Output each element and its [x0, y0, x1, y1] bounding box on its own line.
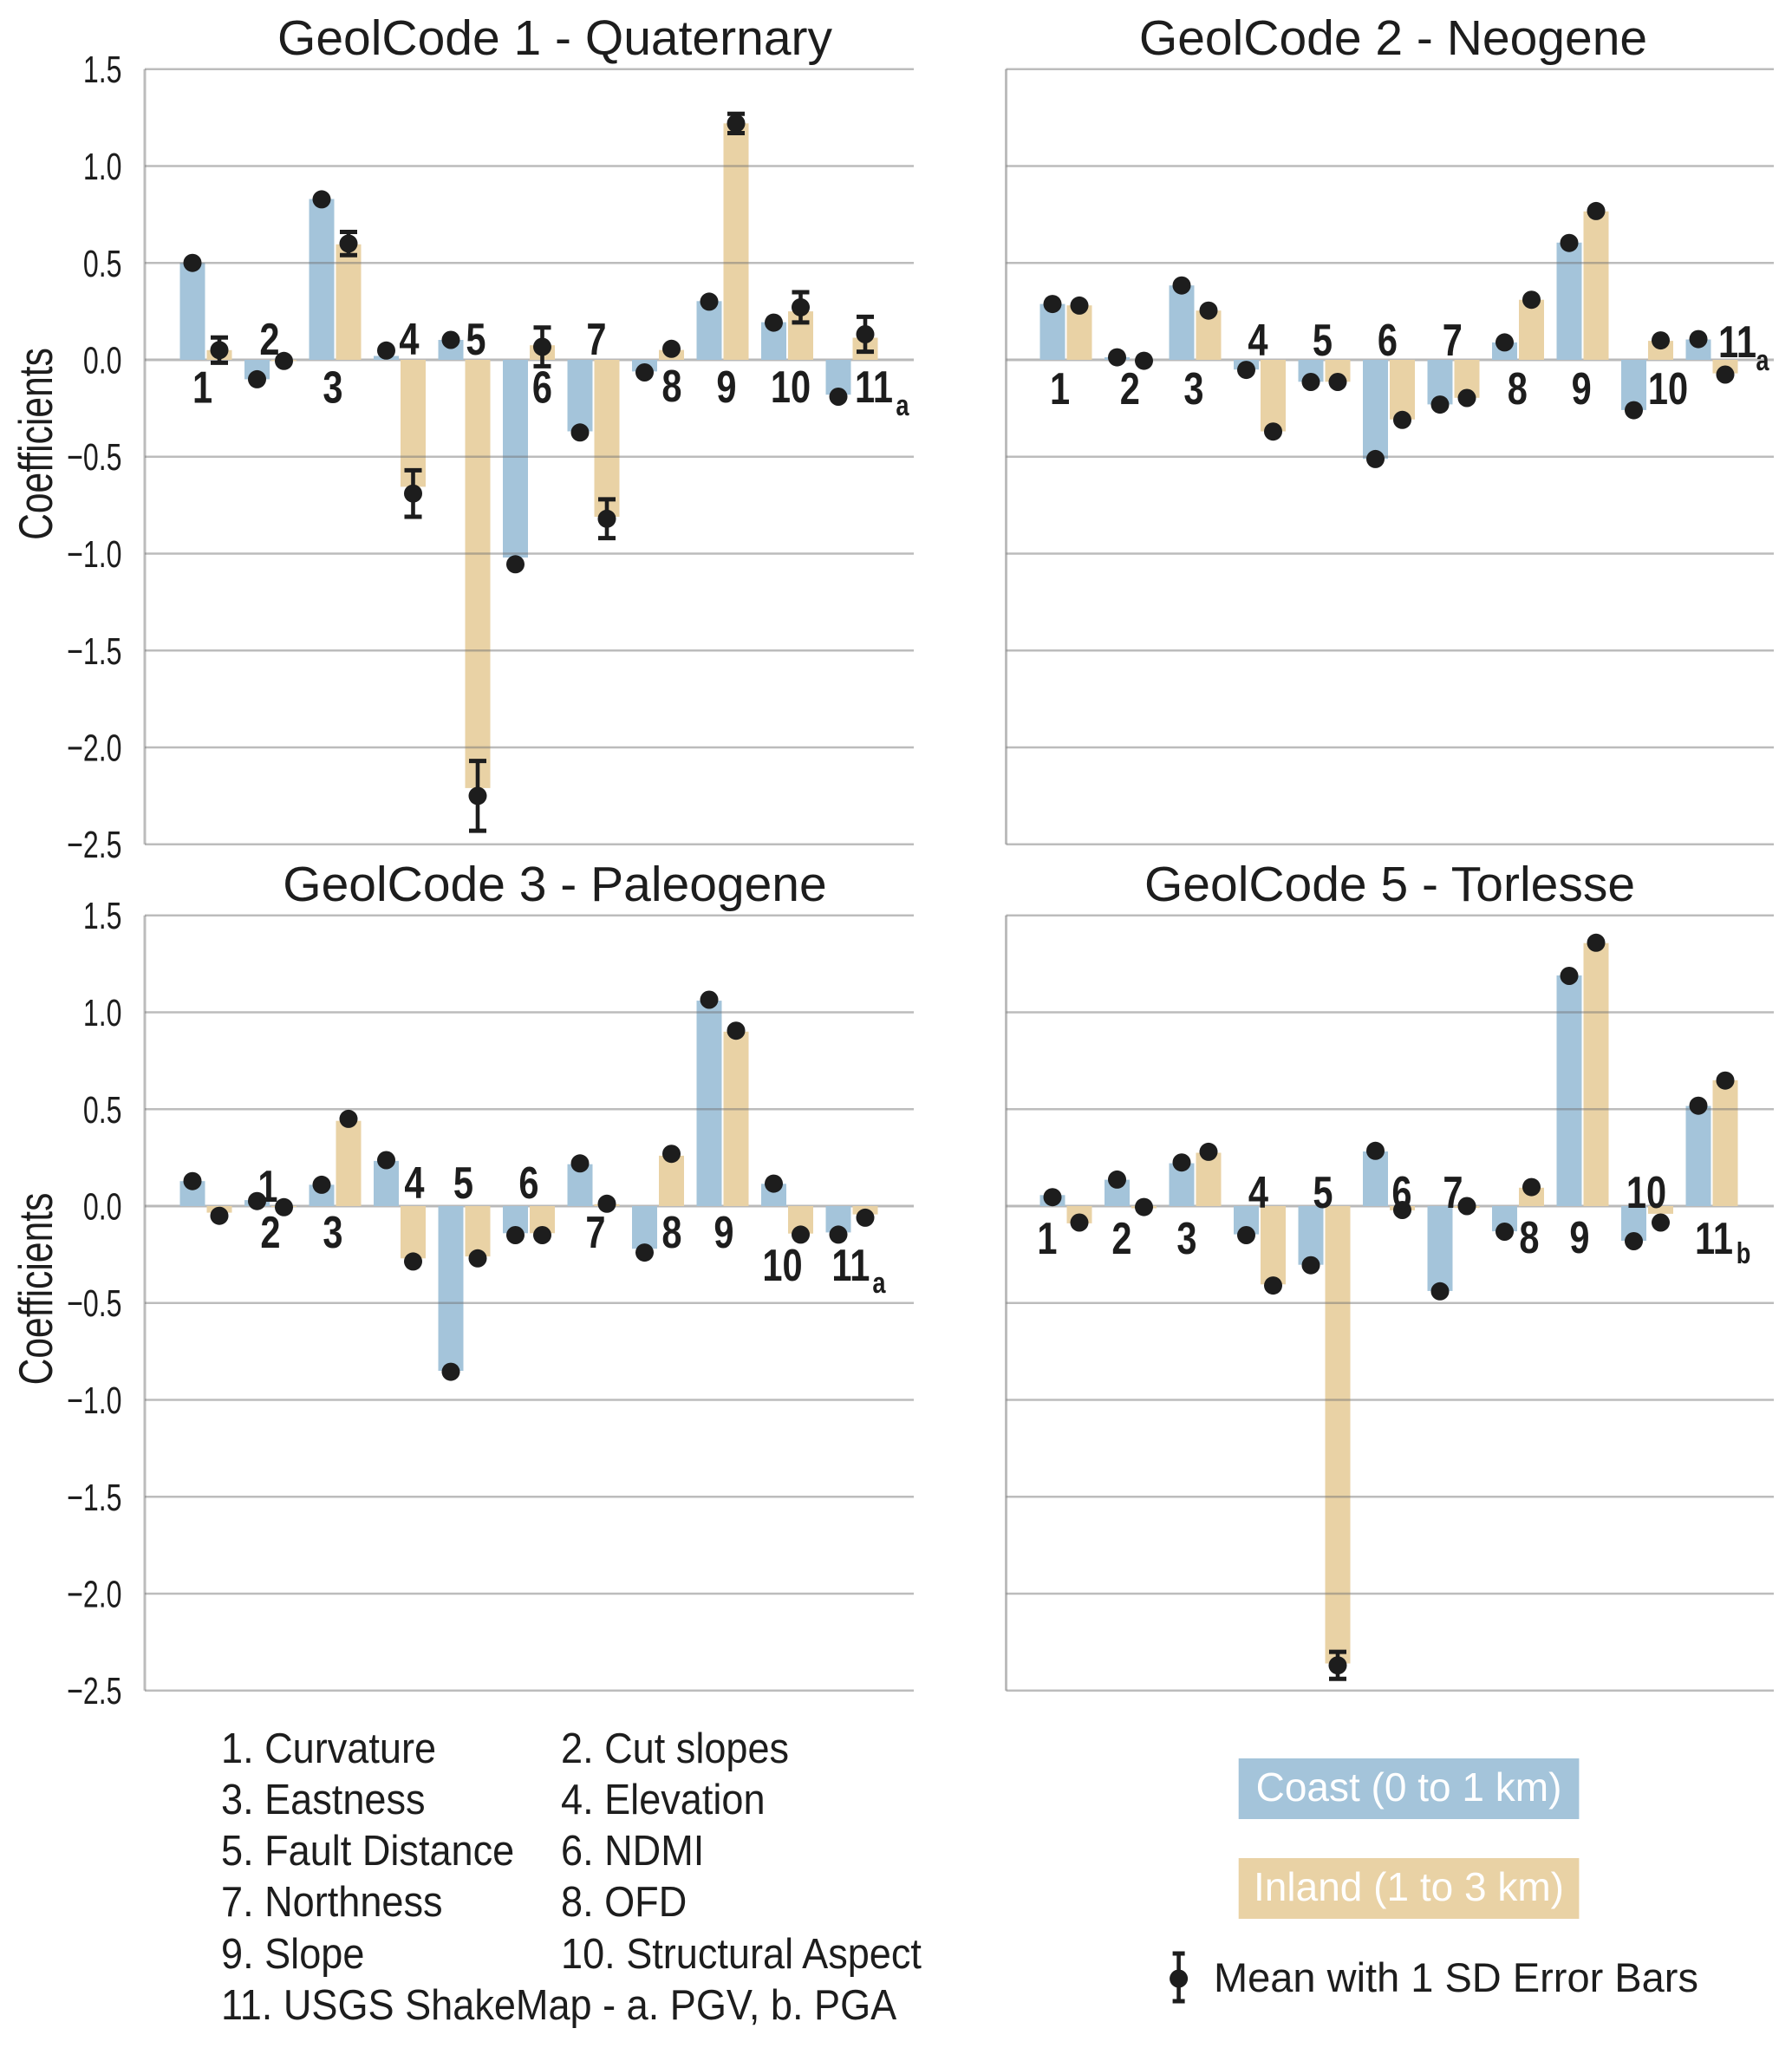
svg-text:9: 9: [1569, 1212, 1589, 1263]
svg-text:2. Cut slopes: 2. Cut slopes: [561, 1724, 789, 1771]
svg-text:1. Curvature: 1. Curvature: [221, 1724, 436, 1771]
svg-text:−2.0: −2.0: [67, 1574, 121, 1616]
svg-text:Coast (0 to 1 km): Coast (0 to 1 km): [1256, 1764, 1562, 1810]
svg-text:7. Northness: 7. Northness: [221, 1877, 443, 1925]
svg-text:GeolCode 1 - Quaternary: GeolCode 1 - Quaternary: [277, 10, 832, 66]
svg-text:9. Slope: 9. Slope: [221, 1929, 364, 1977]
svg-text:1: 1: [1037, 1213, 1057, 1264]
svg-text:10: 10: [1626, 1167, 1666, 1218]
svg-text:1.0: 1.0: [83, 992, 122, 1034]
svg-text:−1.5: −1.5: [67, 1477, 121, 1519]
svg-text:−1.0: −1.0: [67, 533, 121, 576]
svg-text:4. Elevation: 4. Elevation: [561, 1775, 766, 1823]
svg-text:Coefficients: Coefficients: [10, 1193, 62, 1386]
svg-text:6: 6: [1391, 1167, 1411, 1218]
svg-text:7: 7: [585, 1207, 605, 1258]
svg-text:1.5: 1.5: [83, 49, 122, 91]
svg-text:−0.5: −0.5: [67, 436, 121, 479]
svg-text:3: 3: [323, 362, 342, 413]
svg-text:9: 9: [716, 362, 736, 413]
svg-text:8. OFD: 8. OFD: [561, 1877, 687, 1925]
svg-text:−1.5: −1.5: [67, 630, 121, 673]
svg-text:10: 10: [771, 362, 811, 413]
svg-text:5: 5: [466, 314, 485, 365]
svg-text:3. Eastness: 3. Eastness: [221, 1775, 426, 1823]
svg-text:2: 2: [260, 1207, 280, 1258]
svg-text:3: 3: [1183, 363, 1203, 414]
svg-text:10: 10: [1648, 363, 1688, 414]
svg-text:Inland (1 to 3 km): Inland (1 to 3 km): [1254, 1864, 1564, 1909]
svg-text:GeolCode 5 - Torlesse: GeolCode 5 - Torlesse: [1144, 857, 1635, 912]
svg-text:6. NDMI: 6. NDMI: [561, 1826, 704, 1874]
svg-text:5. Fault Distance: 5. Fault Distance: [221, 1826, 514, 1874]
svg-text:GeolCode 2 - Neogene: GeolCode 2 - Neogene: [1139, 10, 1647, 66]
svg-text:0.0: 0.0: [83, 340, 122, 382]
svg-text:9: 9: [1572, 363, 1592, 414]
svg-text:2: 2: [1111, 1213, 1131, 1264]
svg-text:7: 7: [1443, 315, 1463, 366]
svg-text:6: 6: [532, 362, 552, 413]
svg-text:a: a: [872, 1266, 886, 1300]
svg-text:−2.5: −2.5: [67, 1670, 121, 1712]
svg-text:1: 1: [1050, 363, 1070, 414]
svg-text:−0.5: −0.5: [67, 1282, 121, 1325]
svg-text:8: 8: [661, 1207, 681, 1258]
svg-text:11. USGS ShakeMap - a. PGV, b.: 11. USGS ShakeMap - a. PGV, b. PGA: [221, 1980, 897, 2028]
svg-text:3: 3: [1176, 1213, 1196, 1264]
svg-text:Mean with 1 SD Error Bars: Mean with 1 SD Error Bars: [1214, 1954, 1698, 2000]
svg-text:0.0: 0.0: [83, 1186, 122, 1229]
svg-text:8: 8: [661, 361, 681, 412]
svg-text:a: a: [1756, 343, 1769, 377]
svg-text:6: 6: [518, 1158, 538, 1209]
svg-text:11: 11: [1695, 1213, 1733, 1264]
svg-text:9: 9: [714, 1207, 733, 1258]
svg-text:3: 3: [323, 1207, 342, 1258]
svg-text:b: b: [1737, 1236, 1751, 1270]
svg-text:1.0: 1.0: [83, 146, 122, 188]
svg-text:10: 10: [762, 1240, 802, 1291]
svg-text:8: 8: [1508, 363, 1528, 414]
svg-text:7: 7: [1443, 1167, 1463, 1218]
svg-text:5: 5: [1313, 315, 1333, 366]
svg-text:1: 1: [192, 362, 212, 413]
svg-text:−2.5: −2.5: [67, 824, 121, 866]
svg-text:0.5: 0.5: [83, 1089, 122, 1132]
svg-text:11: 11: [855, 362, 893, 413]
svg-text:GeolCode 3 - Paleogene: GeolCode 3 - Paleogene: [283, 857, 826, 912]
svg-text:0.5: 0.5: [83, 243, 122, 285]
svg-text:7: 7: [586, 314, 606, 365]
svg-text:2: 2: [1120, 363, 1140, 414]
svg-text:1.5: 1.5: [83, 895, 122, 937]
svg-text:1: 1: [257, 1161, 277, 1212]
svg-text:4: 4: [1248, 315, 1267, 366]
svg-text:11: 11: [1718, 316, 1756, 368]
svg-text:10. Structural Aspect: 10. Structural Aspect: [561, 1929, 922, 1977]
svg-text:−1.0: −1.0: [67, 1379, 121, 1422]
svg-text:2: 2: [259, 314, 279, 365]
svg-text:5: 5: [453, 1158, 473, 1209]
svg-text:4: 4: [404, 1158, 424, 1209]
svg-text:4: 4: [399, 314, 419, 365]
svg-text:11: 11: [831, 1240, 870, 1291]
svg-text:5: 5: [1313, 1167, 1333, 1218]
svg-text:a: a: [896, 388, 909, 422]
svg-text:4: 4: [1248, 1167, 1268, 1218]
svg-text:Coefficients: Coefficients: [10, 348, 62, 540]
svg-text:−2.0: −2.0: [67, 727, 121, 770]
svg-text:6: 6: [1378, 315, 1398, 366]
svg-text:8: 8: [1519, 1212, 1539, 1263]
